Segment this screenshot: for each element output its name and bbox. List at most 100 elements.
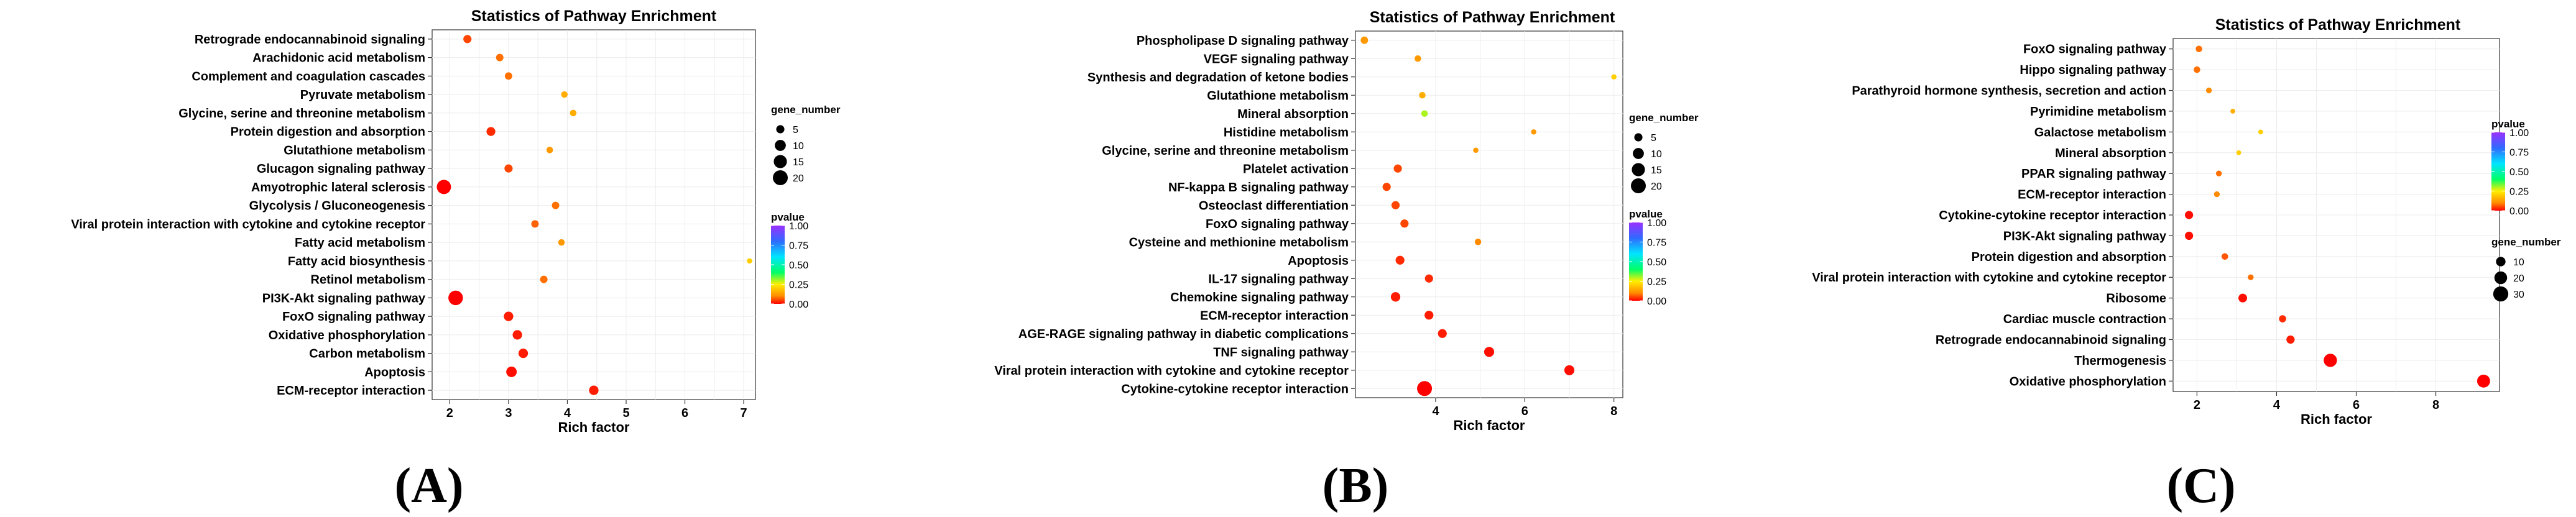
legend-size-dot	[773, 155, 787, 168]
pathway-label-retrograde-endocannabinoid-signaling: Retrograde endocannabinoid signaling	[1936, 333, 2166, 347]
data-point-fatty-acid-metabolism	[558, 239, 565, 246]
data-point-vegf-signaling-pathway	[1415, 55, 1421, 62]
data-point-arachidonic-acid-metabolism	[496, 53, 504, 62]
legend-pvalue-label: 0.75	[2509, 148, 2529, 158]
data-point-chemokine-signaling-pathway	[1390, 292, 1401, 302]
legend-pvalue-label: 1.00	[2509, 128, 2529, 139]
legend-pvalue-label: 0.00	[789, 300, 808, 310]
chart-panel-c: Statistics of Pathway Enrichment 2 4 6 8 Rich…	[1812, 16, 2561, 513]
pathway-label-glycolysis-gluconeogenesis: Glycolysis / Gluconeogenesis	[249, 199, 425, 213]
x-axis-title: Rich factor	[558, 419, 630, 435]
pathway-label-pi3k-akt-signaling-pathway: PI3K-Akt signaling pathway	[262, 291, 426, 305]
pathway-label-foxo-signaling-pathway: FoxO signaling pathway	[1206, 217, 1349, 231]
data-point-galactose-metabolism	[2258, 129, 2263, 135]
legend-size-title: gene_number	[771, 104, 841, 116]
legend-pvalue-label: 1.00	[1647, 218, 1666, 229]
legend-pvalue-label: 0.25	[1647, 277, 1666, 288]
data-point-platelet-activation	[1393, 164, 1402, 173]
pathway-label-apoptosis: Apoptosis	[364, 365, 425, 379]
pathway-label-protein-digestion-and-absorption: Protein digestion and absorption	[1972, 250, 2166, 264]
legend-pvalue-title: pvalue	[2491, 118, 2525, 130]
legend-pvalue-label: 0.25	[789, 280, 808, 291]
pathway-label-chemokine-signaling-pathway: Chemokine signaling pathway	[1170, 291, 1349, 304]
data-point-glycine-serine-and-threonine-metabolism	[1473, 147, 1479, 153]
pathway-label-oxidative-phosphorylation: Oxidative phosphorylation	[2010, 375, 2166, 388]
pathway-label-vegf-signaling-pathway: VEGF signaling pathway	[1204, 52, 1349, 66]
legend-pvalue-colorbar	[1629, 222, 1643, 301]
data-point-apoptosis	[506, 366, 517, 377]
data-point-cytokine-cytokine-receptor-interaction	[2184, 211, 2194, 219]
pathway-label-synthesis-and-degradation-of-ketone-bodies: Synthesis and degradation of ketone bodi…	[1087, 71, 1349, 85]
legend-size-label: 20	[793, 173, 804, 184]
x-tick-label: 6	[1521, 405, 1528, 418]
data-point-viral-protein-interaction-with-cytokine-and-cytokine-receptor	[2248, 274, 2254, 280]
x-tick-label: 6	[2353, 398, 2360, 412]
pathway-label-mineral-absorption: Mineral absorption	[1237, 108, 1349, 121]
pathway-label-mineral-absorption: Mineral absorption	[2055, 147, 2166, 160]
data-point-tnf-signaling-pathway	[1484, 347, 1495, 357]
pathway-label-il-17-signaling-pathway: IL-17 signaling pathway	[1208, 272, 1349, 286]
legend-size-label: 15	[1651, 165, 1662, 176]
data-point-fatty-acid-biosynthesis	[747, 258, 752, 264]
data-point-osteoclast-differentiation	[1391, 201, 1400, 209]
panel-label: (A)	[394, 459, 463, 513]
data-point-carbon-metabolism	[518, 349, 529, 359]
x-tick-label: 2	[2194, 398, 2200, 412]
x-tick-label: 4	[2273, 398, 2281, 412]
pathway-label-retrograde-endocannabinoid-signaling: Retrograde endocannabinoid signaling	[195, 33, 425, 47]
pathway-label-histidine-metabolism: Histidine metabolism	[1224, 126, 1349, 139]
x-tick-label: 4	[564, 406, 571, 420]
data-point-pi3k-akt-signaling-pathway	[448, 290, 463, 306]
chart-title: Statistics of Pathway Enrichment	[1370, 9, 1615, 26]
legend-pvalue-label: 0.50	[789, 260, 808, 271]
data-point-parathyroid-hormone-synthesis-secretion-and-action	[2205, 87, 2212, 94]
pathway-label-tnf-signaling-pathway: TNF signaling pathway	[1213, 345, 1349, 359]
legend-size-dot	[1631, 178, 1646, 193]
data-point-protein-digestion-and-absorption	[2221, 253, 2228, 260]
data-point-oxidative-phosphorylation	[2477, 374, 2490, 388]
pathway-label-hippo-signaling-pathway: Hippo signaling pathway	[2020, 63, 2166, 77]
data-point-pyrimidine-metabolism	[2230, 109, 2235, 114]
data-point-ecm-receptor-interaction	[589, 385, 599, 395]
data-point-ppar-signaling-pathway	[2215, 170, 2222, 176]
pathway-label-cytokine-cytokine-receptor-interaction: Cytokine-cytokine receptor interaction	[1121, 382, 1349, 396]
data-point-glutathione-metabolism	[546, 147, 553, 153]
data-point-mineral-absorption	[1421, 110, 1428, 117]
data-point-histidine-metabolism	[1531, 129, 1536, 135]
pathway-label-parathyroid-hormone-synthesis-secretion-and-action: Parathyroid hormone synthesis, secretion…	[1852, 85, 2166, 98]
pathway-label-age-rage-signaling-pathway-in-diabetic-complications: AGE-RAGE signaling pathway in diabetic c…	[1018, 327, 1349, 341]
legend-size-dot	[775, 140, 786, 151]
data-point-ecm-receptor-interaction	[1424, 311, 1434, 320]
pathway-label-platelet-activation: Platelet activation	[1243, 162, 1349, 176]
legend-size-dot	[1633, 148, 1644, 159]
pathway-label-oxidative-phosphorylation: Oxidative phosphorylation	[269, 329, 425, 342]
data-point-retrograde-endocannabinoid-signaling	[463, 35, 472, 43]
chart-title: Statistics of Pathway Enrichment	[471, 7, 717, 25]
legend-size-label: 5	[793, 125, 798, 135]
legend-size-dot	[2494, 271, 2508, 285]
legend-size-label: 20	[2513, 273, 2524, 284]
data-point-thermogenesis	[2324, 354, 2337, 367]
legend-size-dot	[1634, 133, 1643, 142]
pathway-label-protein-digestion-and-absorption: Protein digestion and absorption	[231, 126, 425, 139]
legend-pvalue-label: 1.00	[789, 221, 808, 232]
data-point-age-rage-signaling-pathway-in-diabetic-complications	[1438, 329, 1447, 338]
legend-size-label: 10	[1651, 149, 1662, 160]
legend-pvalue-title: pvalue	[1629, 208, 1663, 220]
pathway-label-pi3k-akt-signaling-pathway: PI3K-Akt signaling pathway	[2003, 229, 2167, 243]
pathway-label-galactose-metabolism: Galactose metabolism	[2034, 126, 2166, 139]
data-point-glycine-serine-and-threonine-metabolism	[570, 109, 577, 117]
legend-pvalue-label: 0.00	[2509, 206, 2529, 217]
pathway-label-phospholipase-d-signaling-pathway: Phospholipase D signaling pathway	[1137, 34, 1349, 48]
legend-pvalue-label: 0.50	[2509, 167, 2529, 178]
data-point-foxo-signaling-pathway	[2195, 45, 2202, 52]
data-point-glutathione-metabolism	[1419, 92, 1426, 99]
pathway-label-complement-and-coagulation-cascades: Complement and coagulation cascades	[192, 70, 425, 83]
data-point-retrograde-endocannabinoid-signaling	[2286, 335, 2295, 344]
pathway-label-cysteine-and-methionine-metabolism: Cysteine and methionine metabolism	[1129, 236, 1349, 249]
data-point-ecm-receptor-interaction	[2214, 191, 2220, 198]
pathway-label-ecm-receptor-interaction: ECM-receptor interaction	[1200, 309, 1349, 323]
pathway-label-glycine-serine-and-threonine-metabolism: Glycine, serine and threonine metabolism	[178, 107, 425, 121]
panel-label: (C)	[2166, 459, 2235, 513]
